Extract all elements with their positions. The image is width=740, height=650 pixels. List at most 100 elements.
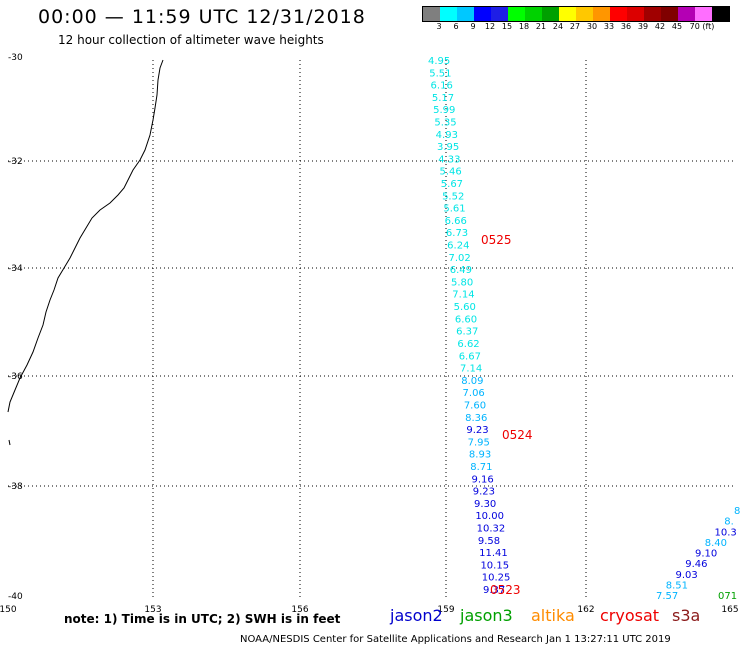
latitude-label: -32 [8,157,23,167]
satellite-name-s3a: s3a [672,606,701,625]
wave-height-label: 10.3 [715,527,737,538]
wave-height-label: 6.60 [455,314,477,325]
wave-height-label: 9.23 [466,425,488,436]
wave-height-label: 4.95 [428,56,450,67]
legend-swatch [423,7,440,21]
satellite-name-jason3: jason3 [460,606,513,625]
legend-swatch [559,7,576,21]
legend-swatch [593,7,610,21]
legend-swatch [695,7,712,21]
wave-height-label: 10.15 [480,560,509,571]
wave-height-label: 6.16 [431,81,453,92]
longitude-label: 156 [291,605,308,615]
pass-time-label: 0525 [481,233,512,247]
legend-label: 42 [654,22,666,31]
wave-height-label: 6.67 [459,351,481,362]
legend-label: 6 [453,22,459,31]
longitude-label: 153 [144,605,161,615]
wave-height-label: 4.33 [438,154,460,165]
pass-time-label: 071 [718,591,737,602]
legend-label: 18 [518,22,530,31]
wave-height-label: 9.37 [483,585,505,596]
wave-height-label: 5.99 [433,105,455,116]
wave-height-label: 7.95 [468,437,490,448]
latitude-label: -30 [8,53,23,63]
wave-height-label: 8.36 [465,413,487,424]
wave-height-label: 9.10 [695,549,717,560]
wave-height-label: 5.17 [432,93,454,104]
wave-height-label: 6.66 [445,216,467,227]
wave-height-label: 6.62 [457,339,479,350]
legend-swatch [610,7,627,21]
wave-height-label: 7.14 [452,290,474,301]
legend-swatch [474,7,491,21]
map-title: 00:00 — 11:59 UTC 12/31/2018 [38,6,366,28]
wave-height-label: 10.25 [482,573,511,584]
color-scale-legend [422,6,730,22]
legend-label: 3 [436,22,442,31]
legend-swatch [712,7,729,21]
legend-label: 24 [552,22,564,31]
wave-height-label: 9.16 [471,474,493,485]
legend-label: 12 [484,22,496,31]
wave-height-label: 6.24 [447,241,469,252]
wave-height-label: 4.93 [436,130,458,141]
legend-swatch [525,7,542,21]
legend-label: 15 [501,22,513,31]
pass-time-label: 0524 [502,428,533,442]
satellite-name-altika: altika [531,606,575,625]
wave-height-label: 8.51 [666,580,688,591]
wave-height-label: 3.95 [437,142,459,153]
color-scale-labels: 3 6 9 12 15 18 21 24 27 30 33 36 39 42 45 70 (ft) [422,22,732,34]
longitude-label: 162 [577,605,594,615]
legend-swatch [661,7,678,21]
legend-swatch [576,7,593,21]
legend-swatch [491,7,508,21]
latitude-label: -38 [8,482,23,492]
wave-height-label: 8.93 [469,450,491,461]
longitude-label: 150 [0,605,17,615]
wave-height-label: 6.73 [446,228,468,239]
credit-line: NOAA/NESDIS Center for Satellite Applica… [240,634,671,645]
legend-label: 9 [470,22,476,31]
pass-time-label: 0523 [490,583,521,597]
wave-height-label: 5.35 [434,118,456,129]
wave-height-label: 11.41 [479,548,508,559]
wave-height-label: 5.46 [440,167,462,178]
wave-height-label: 7.02 [448,253,470,264]
legend-swatch [627,7,644,21]
satellite-name-jason2: jason2 [390,606,443,625]
wave-height-label: 7.14 [460,364,482,375]
legend-swatch [644,7,661,21]
wave-height-label: 10.32 [477,523,506,534]
latitude-label: -34 [8,264,23,274]
wave-height-label: 7.57 [656,591,678,602]
wave-height-label: 8.71 [470,462,492,473]
legend-swatch [508,7,525,21]
legend-label: 70 (ft) [689,22,715,31]
legend-swatch [678,7,695,21]
legend-label: 21 [535,22,547,31]
wave-height-label: 5.51 [429,68,451,79]
wave-height-label: 7.06 [463,388,485,399]
wave-height-label: 9.46 [685,559,707,570]
wave-height-label: 5.52 [442,191,464,202]
wave-height-label: 10.00 [475,511,504,522]
wave-height-label: 5.67 [441,179,463,190]
wave-height-label: 5.61 [443,204,465,215]
satellite-name-cryosat: cryosat [600,606,660,625]
legend-label: 45 [671,22,683,31]
graticule [8,60,736,600]
longitude-label: 165 [721,605,738,615]
wave-height-label: 9.30 [474,499,496,510]
wave-height-label: 9.03 [676,570,698,581]
longitude-label: 159 [437,605,454,615]
legend-label: 39 [637,22,649,31]
wave-height-label: 8. [724,517,734,528]
legend-label: 33 [603,22,615,31]
legend-swatch [457,7,474,21]
coastline-fragment [8,439,11,446]
wave-height-label: 5.60 [454,302,476,313]
legend-label: 30 [586,22,598,31]
map-subtitle: 12 hour collection of altimeter wave hei… [58,33,324,47]
